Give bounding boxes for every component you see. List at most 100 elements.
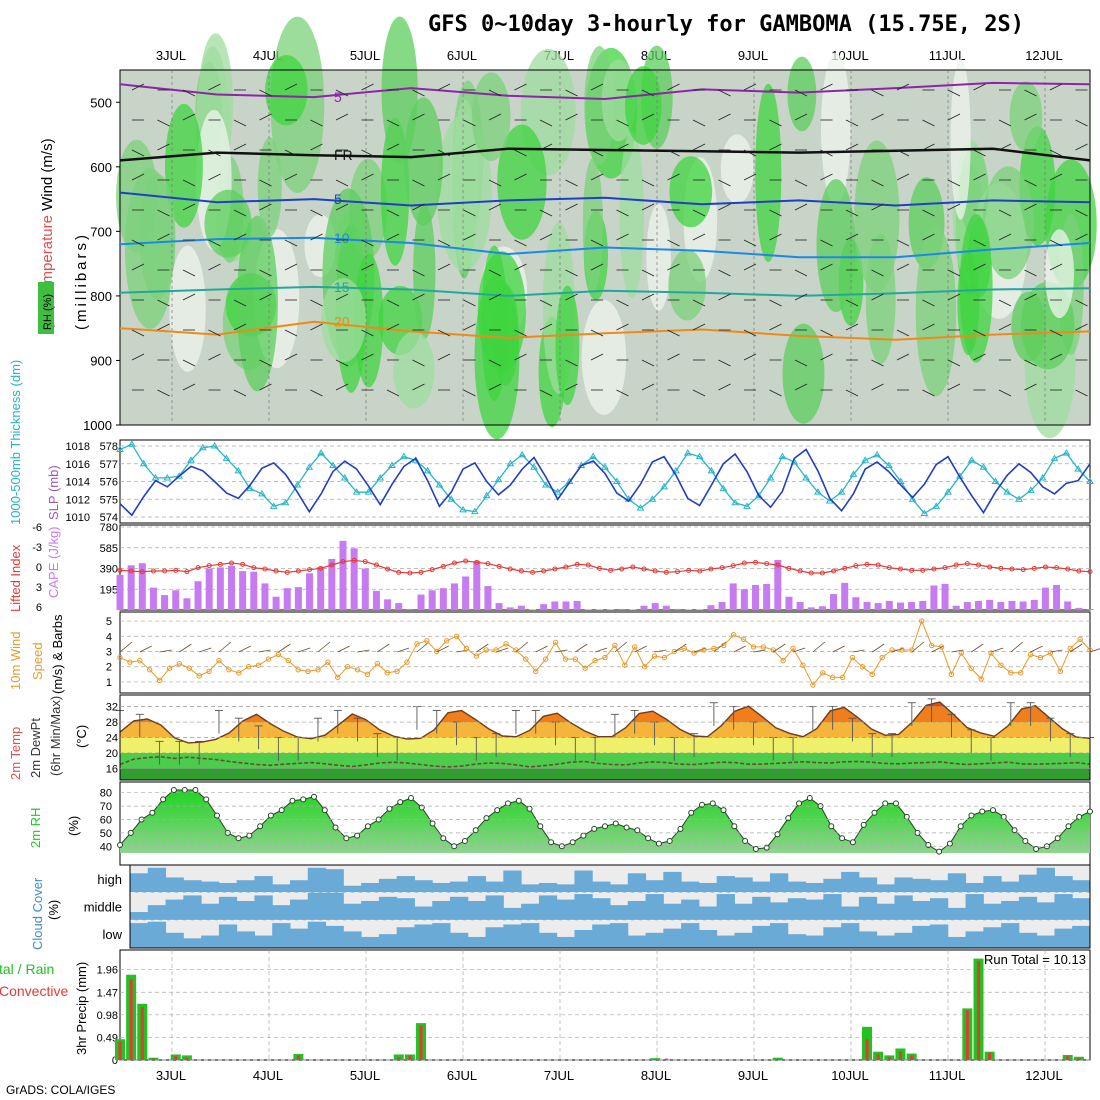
cloud-cover-bar — [1054, 894, 1073, 921]
cloud-cover-bar — [787, 881, 807, 893]
cloud-cover-bar — [770, 923, 789, 948]
date-label-top: 5JUL — [350, 48, 380, 63]
wind-barb — [845, 119, 859, 127]
wind-barb — [412, 203, 425, 211]
wind-barb — [998, 389, 1012, 397]
wind-barb-10m — [1010, 641, 1024, 653]
wind-speed-marker — [1067, 645, 1073, 652]
cloud-cover-bar — [947, 936, 967, 948]
wind-speed-marker — [1077, 636, 1083, 643]
wind-barb — [208, 353, 221, 361]
rh-marker — [688, 809, 695, 816]
rh-marker — [623, 824, 630, 831]
rh-marker — [192, 787, 199, 794]
rh-marker — [720, 807, 727, 814]
wind-barb — [412, 113, 425, 121]
rh-marker — [170, 787, 177, 794]
li-marker — [697, 568, 703, 574]
thickness-marker — [423, 466, 432, 474]
thickness-marker — [731, 498, 740, 506]
cloud-cover-bar — [467, 936, 487, 948]
pressure-tick-label: 900 — [90, 353, 112, 368]
thickness-marker — [896, 477, 905, 484]
cape-bar — [261, 583, 269, 610]
wind-barb-10m — [674, 643, 687, 653]
wind-barb — [947, 89, 961, 97]
thickness-marker — [991, 477, 1000, 484]
wind-speed-marker — [335, 674, 341, 681]
rh-region — [668, 249, 706, 321]
rh-marker — [806, 795, 813, 802]
cloud-cover-bar — [147, 921, 167, 948]
precip-legend-convective: Convective — [0, 983, 68, 999]
cape-bar — [517, 605, 525, 610]
wind-speed-marker — [641, 664, 648, 670]
precip-convective-bar — [185, 1057, 189, 1060]
cloud-cover-bar — [165, 932, 184, 948]
wind-barb-10m — [733, 645, 746, 653]
temperature-units: (°C) — [74, 725, 89, 748]
rh-marker — [990, 807, 996, 814]
cloud-cover-bar — [645, 932, 664, 948]
cape-bar — [250, 571, 258, 610]
date-label-bottom: 10JUL — [831, 1068, 869, 1083]
wind-speed-marker — [661, 654, 668, 661]
wind-barb — [667, 353, 680, 361]
isotherm-4 — [119, 285, 1091, 297]
thickness-marker — [920, 509, 929, 516]
wind-barb — [820, 239, 833, 247]
cloud-cover-bar — [485, 881, 504, 893]
li-marker — [407, 570, 413, 576]
wind-barb — [871, 269, 884, 277]
wind-speed-marker — [602, 654, 608, 661]
cloud-cover-bar — [930, 880, 949, 893]
thickness-marker — [967, 456, 976, 463]
wind-speed-marker — [790, 645, 796, 652]
rh-marker — [278, 807, 285, 814]
rh-marker — [1087, 808, 1093, 815]
wind-barb-10m — [278, 643, 291, 653]
li-marker — [206, 563, 212, 569]
rh-marker — [181, 787, 188, 794]
thickness-tick: 578 — [100, 441, 118, 453]
cloud-cover-bar — [592, 898, 611, 921]
wind-speed-marker — [671, 648, 677, 655]
rh-area — [120, 790, 1090, 853]
wind-barb — [947, 269, 961, 277]
wind-barb-10m — [238, 645, 251, 653]
cloud-cover-bar — [165, 899, 184, 921]
cloud-cover-bar — [1036, 935, 1055, 948]
thickness-marker — [754, 491, 763, 499]
thickness-marker — [364, 488, 373, 495]
precip-convective-bar — [977, 960, 981, 1060]
cape-bar — [417, 594, 425, 610]
rh-tick: 60 — [100, 815, 112, 827]
thickness-tick: 577 — [100, 459, 118, 471]
cloud-cover-bar — [663, 871, 682, 893]
cloud-cover-bar — [236, 931, 255, 948]
wind-barb — [794, 383, 808, 391]
wind-speed-marker — [374, 660, 381, 667]
cloud-cover-bar — [538, 882, 558, 893]
wind-barb — [820, 149, 833, 157]
wind-speed-marker — [275, 651, 282, 658]
wind-ylabel-speed: Speed — [30, 642, 45, 680]
wind-barb — [412, 359, 425, 367]
wind-barb — [616, 143, 629, 151]
wind-barb-10m — [693, 647, 707, 653]
cloud-cover-bar — [130, 912, 149, 921]
cloud-cover-bar — [983, 903, 1002, 921]
cloud-cover-bar — [876, 884, 895, 893]
wind-barb — [514, 173, 527, 181]
cloud-cover-bar — [1072, 925, 1091, 948]
thickness-marker — [553, 488, 562, 495]
cloud-cover-bar — [556, 899, 575, 921]
rh-marker — [203, 796, 210, 803]
wind-speed-marker — [186, 665, 192, 671]
cape-bar — [896, 602, 904, 610]
wind-barb — [437, 149, 451, 157]
wind-barb — [947, 113, 961, 121]
cloud-cover-bar — [183, 895, 202, 921]
precip-ylabel: 3hr Precip (mm) — [74, 962, 89, 1055]
wind-barb — [922, 299, 935, 307]
